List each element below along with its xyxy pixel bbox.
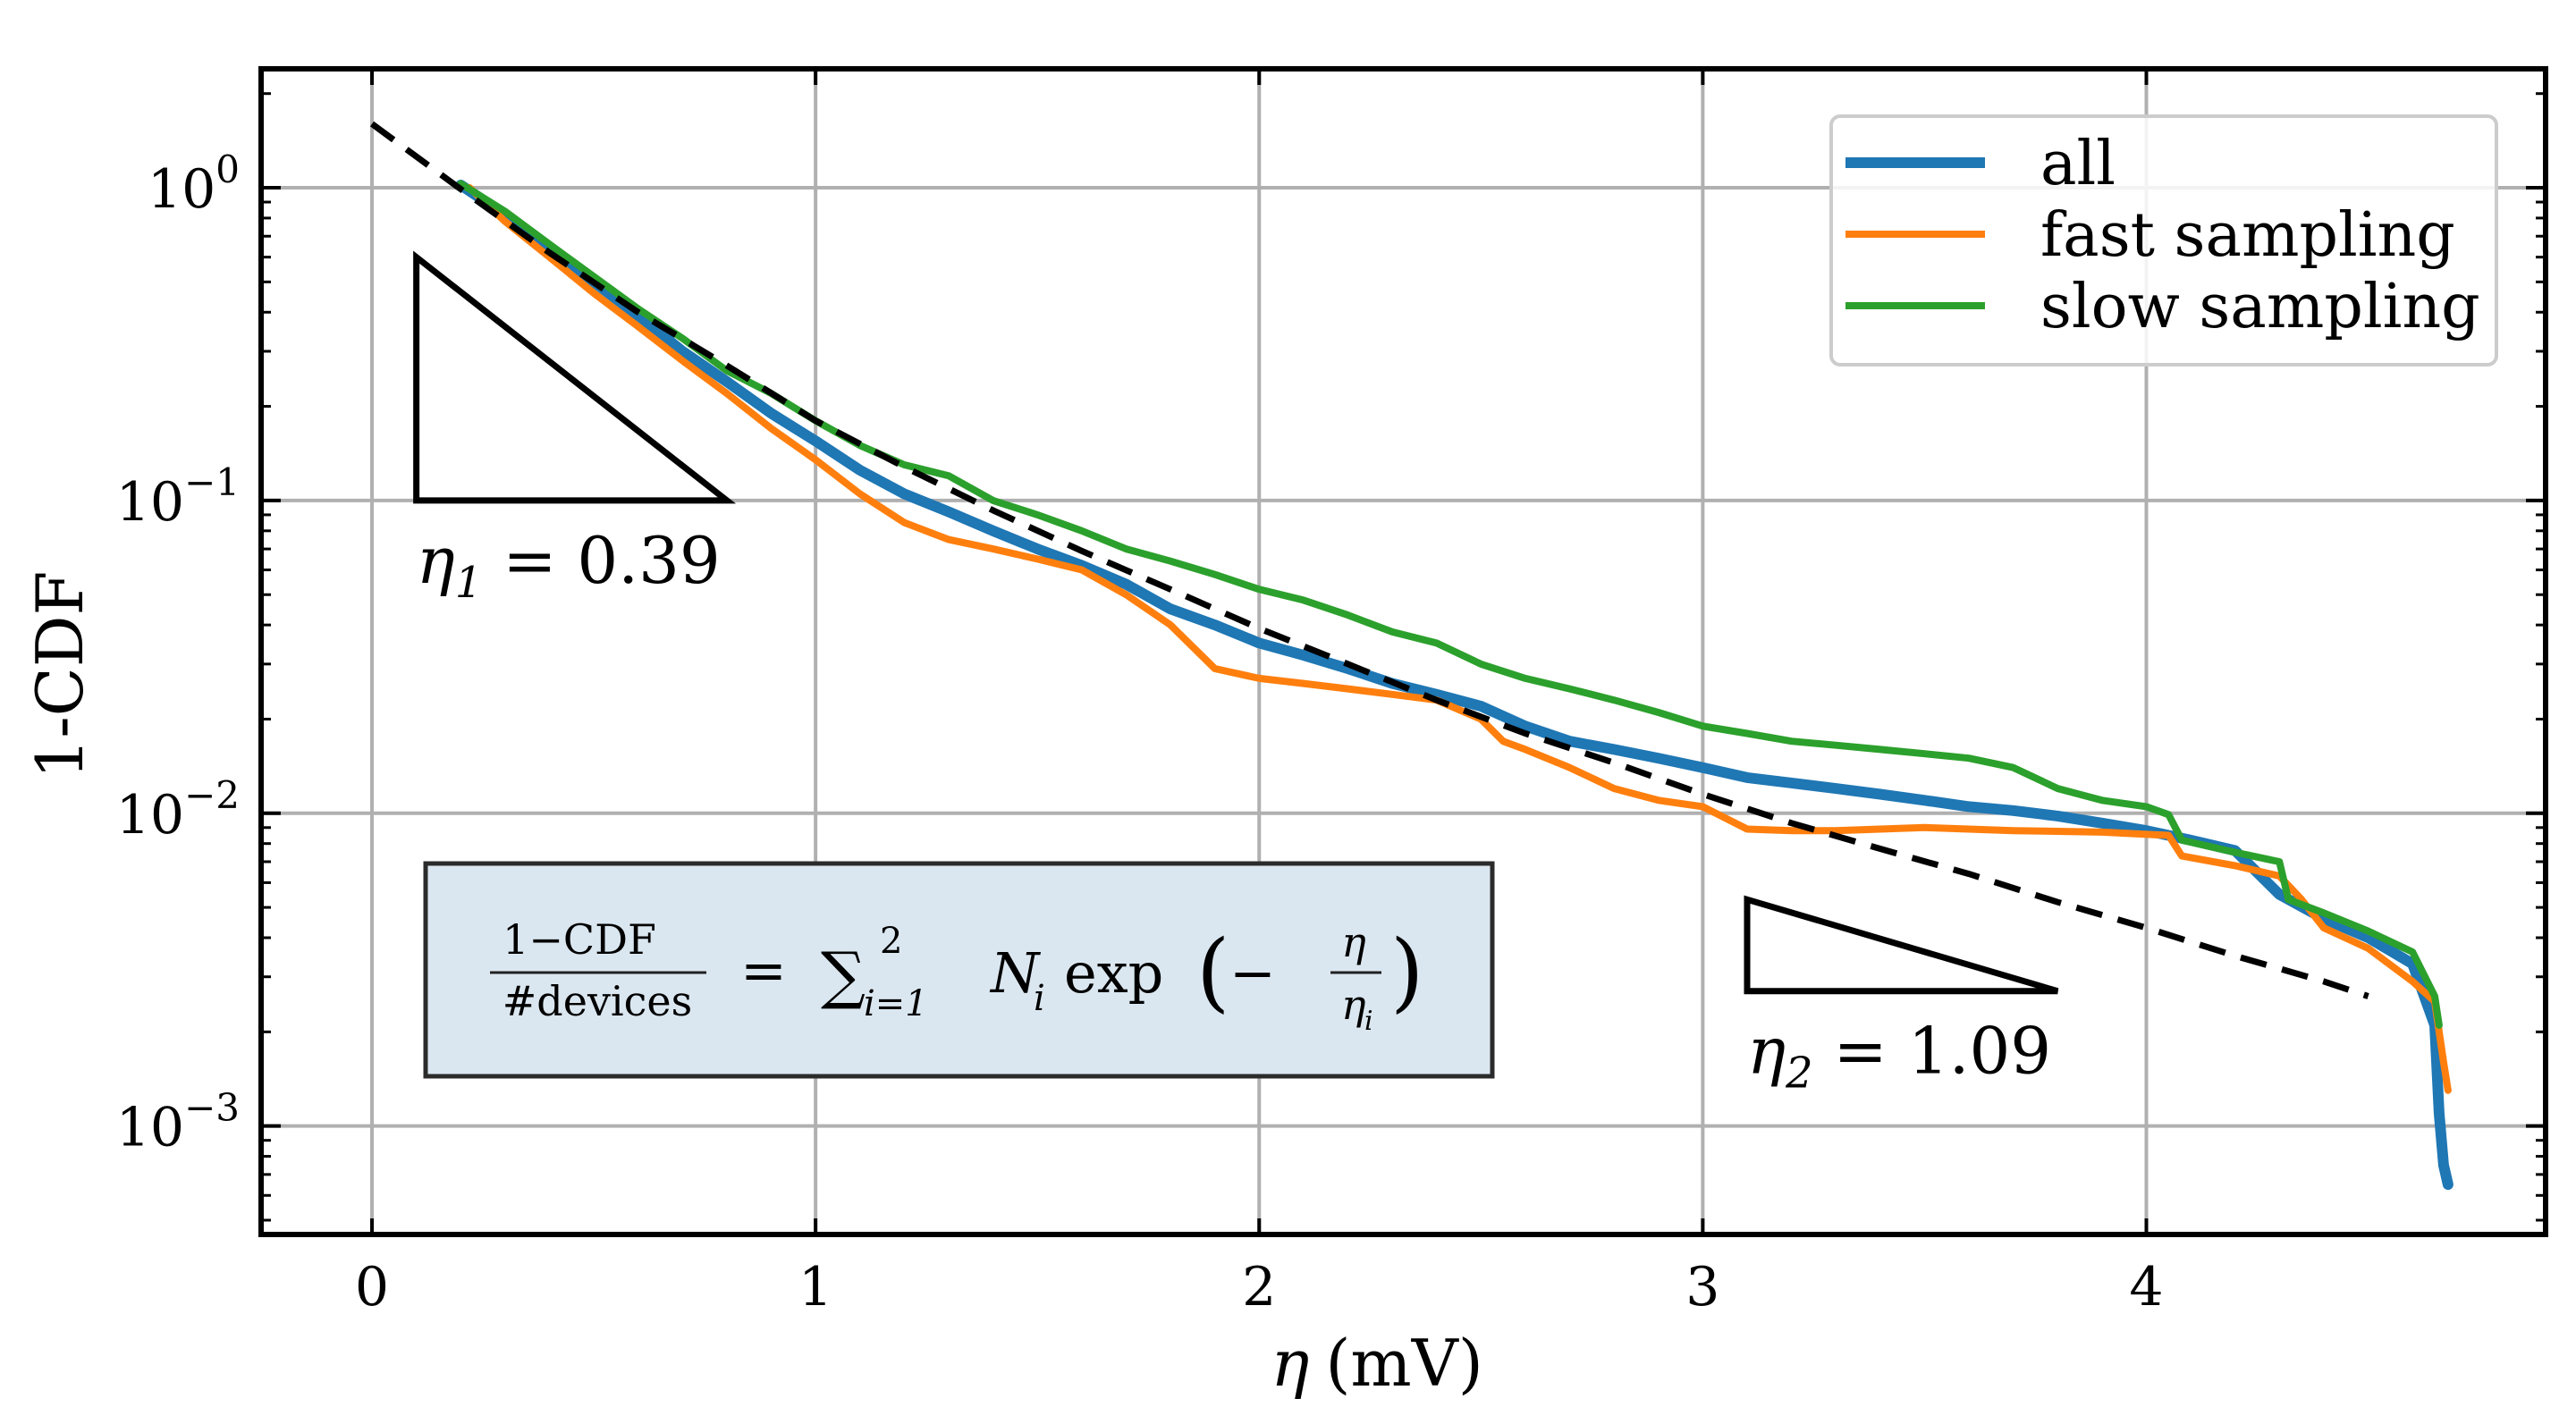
- x-tick-label-0: 0: [355, 1256, 389, 1319]
- slope-label-subscript-1: 1: [455, 558, 483, 608]
- slope-label-symbol-2: η: [1747, 1014, 1786, 1089]
- y-tick-label-1: 10−1: [116, 460, 240, 534]
- formula-term-subscript: i: [1034, 978, 1045, 1019]
- slope-label-1: η1 = 0.39: [417, 523, 721, 608]
- formula-sum-symbol: ∑: [821, 939, 866, 1012]
- series-line-fit: [369, 121, 2369, 999]
- formula-box: 1−CDF #devices = ∑ 2 i=1 N i exp ( − η η…: [423, 861, 1495, 1079]
- formula-inner-denominator-subscript: i: [1364, 1006, 1373, 1037]
- x-axis-label-symbol: η: [1271, 1326, 1309, 1401]
- x-tick-label-4: 4: [2129, 1256, 2163, 1319]
- formula-minus: −: [1229, 940, 1276, 1006]
- x-tick-label-1: 1: [798, 1256, 832, 1319]
- series-layer: [369, 121, 2454, 1191]
- formula-sum-upper: 2: [880, 921, 902, 962]
- formula-inner-denominator: η: [1341, 981, 1366, 1029]
- formula-fraction-numerator: 1−CDF: [503, 915, 656, 964]
- formula-box-frame: [423, 861, 1495, 1079]
- slope-label-symbol-1: η: [417, 523, 455, 598]
- slope-label-2: η2 = 1.09: [1747, 1014, 2051, 1099]
- y-tick-label-base-0: 10: [148, 158, 215, 221]
- legend-label-2: fast sampling: [2040, 200, 2455, 271]
- y-tick-label-exp-3: −3: [184, 1086, 240, 1130]
- plot-frame: [258, 66, 2548, 1237]
- slope-label-subscript-2: 2: [1785, 1049, 1813, 1099]
- formula-sum-lower: i=1: [864, 983, 928, 1024]
- x-axis-label: η (mV): [1271, 1326, 1483, 1401]
- legend-frame: [1829, 114, 2498, 366]
- formula-paren-close: ): [1390, 922, 1423, 1022]
- x-tick-label-3: 3: [1685, 1256, 1719, 1319]
- slope-triangle-2: [1744, 895, 2059, 995]
- legend-label-3: slow sampling: [2040, 272, 2480, 342]
- legend-label-1: all: [2040, 129, 2116, 199]
- slope-label-value-1: = 0.39: [482, 523, 720, 598]
- formula-equals: =: [740, 938, 787, 1003]
- y-tick-label-base-1: 10: [116, 471, 184, 534]
- y-tick-label-base-2: 10: [116, 784, 184, 847]
- slope-triangle-1: [413, 250, 737, 504]
- x-axis-label-unit: (mV): [1325, 1326, 1482, 1401]
- y-tick-label-exp-2: −2: [184, 773, 240, 817]
- formula-term: N: [989, 940, 1042, 1006]
- y-tick-label-2: 10−2: [116, 773, 240, 847]
- formula-inner-numerator: η: [1341, 918, 1366, 966]
- x-tick-label-2: 2: [1242, 1256, 1276, 1319]
- formula-exp: exp: [1064, 940, 1163, 1006]
- y-tick-label-exp-0: 0: [215, 147, 240, 191]
- y-tick-label-base-3: 10: [116, 1097, 184, 1159]
- y-tick-label-exp-1: −1: [184, 460, 240, 504]
- formula-fraction-denominator: #devices: [503, 977, 693, 1025]
- y-axis-label: 1-CDF: [22, 571, 97, 779]
- formula-paren-open: (: [1196, 922, 1229, 1022]
- slope-label-value-2: = 1.09: [1813, 1014, 2051, 1089]
- y-tick-label-0: 100: [148, 147, 240, 221]
- y-tick-label-3: 10−3: [116, 1086, 240, 1159]
